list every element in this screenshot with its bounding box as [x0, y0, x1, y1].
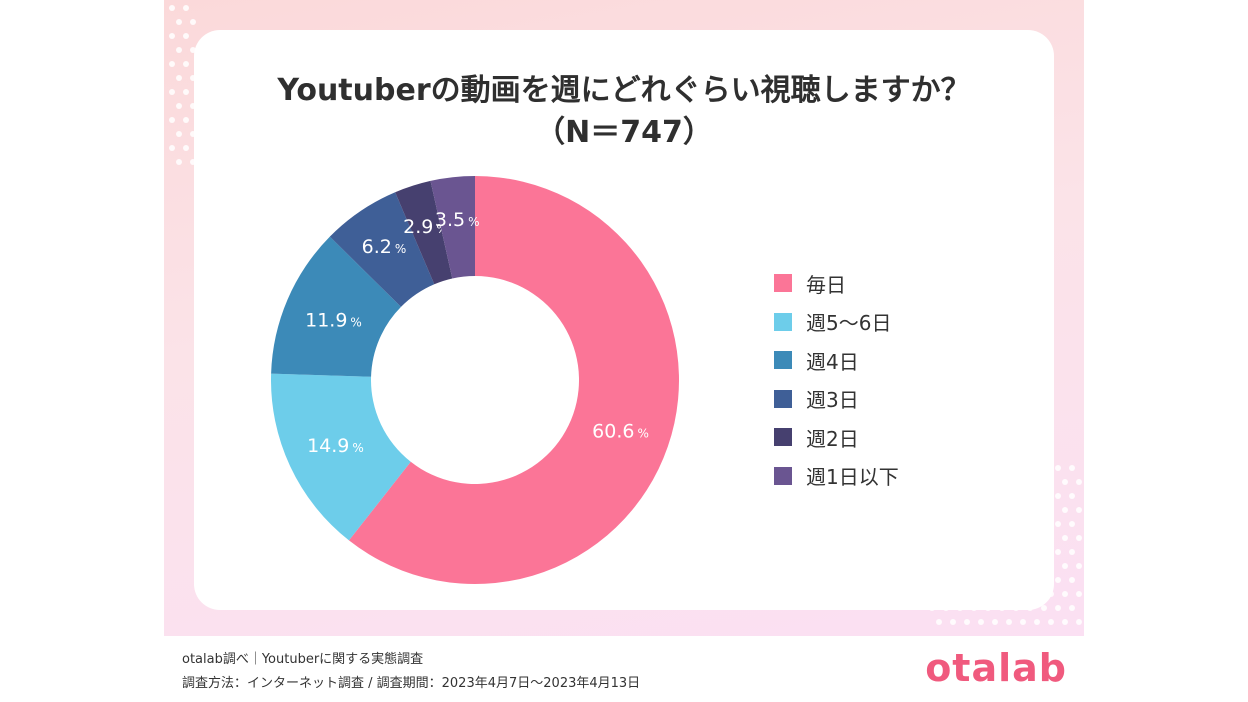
- legend-swatch: [774, 312, 792, 331]
- donut-slice-2: [271, 236, 402, 377]
- slice-value-label: 14.9%: [307, 435, 364, 457]
- legend-swatch: [774, 351, 792, 370]
- brand-logo: otalab: [925, 646, 1067, 690]
- legend-item: 週2日: [774, 418, 899, 457]
- legend-swatch: [774, 274, 792, 293]
- footer-method: 調査方法：インターネット調査 / 調査期間：2023年4月7日〜2023年4月1…: [182, 676, 641, 691]
- legend-label: 週3日: [806, 388, 859, 413]
- donut-slice-0: [348, 176, 679, 584]
- chart-title: Youtuberの動画を週にどれぐらい視聴しますか？ （N＝747）: [194, 70, 1054, 154]
- chart-subtitle: （N＝747）: [535, 115, 713, 150]
- legend-swatch: [774, 389, 792, 408]
- slice-value-label: 6.2%: [362, 236, 407, 258]
- chart-title-main: Youtuberの動画を週にどれぐらい視聴しますか？: [277, 73, 971, 108]
- legend-item: 週3日: [774, 380, 899, 419]
- donut-slice-5: [430, 176, 475, 279]
- legend-label: 週2日: [806, 426, 859, 451]
- legend-label: 週1日以下: [806, 465, 899, 490]
- donut-slice-4: [395, 180, 453, 285]
- slice-value-label: 3.5%: [435, 209, 480, 231]
- slice-value-label: 60.6%: [592, 420, 649, 442]
- legend-label: 週4日: [806, 349, 859, 374]
- decorative-dots-top-left: [169, 5, 196, 165]
- donut-slice-1: [271, 373, 411, 541]
- legend-item: 週1日以下: [774, 457, 899, 496]
- slice-value-label: 11.9%: [305, 309, 362, 331]
- donut-slice-3: [329, 192, 435, 307]
- legend-swatch: [774, 466, 792, 485]
- chart-legend: 毎日週5〜6日週4日週3日週2日週1日以下: [774, 264, 899, 495]
- legend-label: 毎日: [806, 272, 846, 297]
- chart-card: Youtuberの動画を週にどれぐらい視聴しますか？ （N＝747） 60.6%…: [194, 30, 1054, 610]
- legend-item: 週4日: [774, 341, 899, 380]
- legend-swatch: [774, 428, 792, 447]
- legend-item: 毎日: [774, 264, 899, 303]
- legend-item: 週5〜6日: [774, 303, 899, 342]
- infographic-poster: Youtuberの動画を週にどれぐらい視聴しますか？ （N＝747） 60.6%…: [164, 0, 1084, 636]
- donut-chart: 60.6%14.9%11.9%6.2%2.9%3.5%: [271, 176, 679, 584]
- footer-notes: otalab調べ｜Youtuberに関する実態調査 調査方法：インターネット調査…: [182, 648, 640, 696]
- footer-source: otalab調べ｜Youtuberに関する実態調査: [182, 652, 424, 667]
- legend-label: 週5〜6日: [806, 311, 892, 336]
